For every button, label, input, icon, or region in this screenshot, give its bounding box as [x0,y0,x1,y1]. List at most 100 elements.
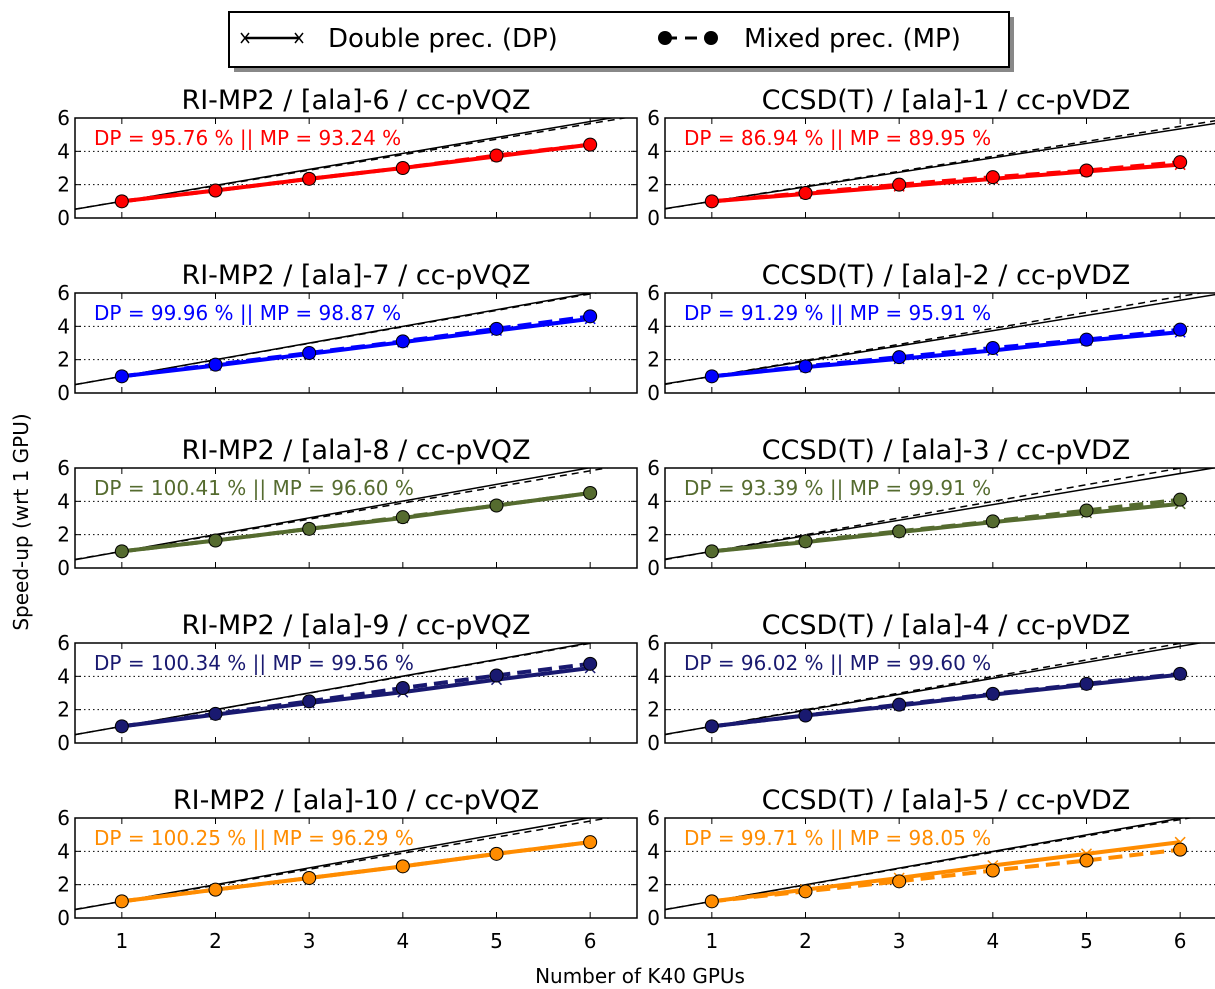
mp-point [985,863,1000,878]
y-tick-label: 6 [647,281,660,305]
mp-point [302,346,317,360]
plot-frame [74,117,638,219]
chart-panel: CCSD(T) / [ala]-2 / cc-pVDZ DP = 91.29 % … [647,260,1215,405]
x-tick-label: 2 [799,929,812,953]
mp-point [208,183,223,198]
plot-area [75,293,637,386]
mp-point [583,486,598,500]
y-tick-label: 6 [57,806,70,830]
y-tick-label: 4 [647,839,660,863]
efficiency-annotation: DP = 99.96 % || MP = 98.87 % [94,301,401,325]
y-tick-label: 4 [57,664,70,688]
y-tick-label: 0 [57,381,70,405]
panel-title: CCSD(T) / [ala]-2 / cc-pVDZ [762,260,1131,291]
mp-point [1173,492,1188,507]
dp-fit-line [75,293,595,386]
mp-point [583,137,598,152]
mp-point [583,656,598,671]
mp-point [489,148,504,163]
y-tick-label: 4 [57,489,70,513]
chart-panel: CCSD(T) / [ala]-3 / cc-pVDZ DP = 93.39 % … [647,435,1215,580]
y-tick-label: 4 [57,139,70,163]
mp-series-line [711,497,1181,554]
efficiency-annotation: DP = 96.02 % || MP = 99.60 % [684,651,991,675]
y-tick-label: 0 [57,906,70,930]
y-tick-label: 4 [647,314,660,338]
plot-frame [664,642,1215,744]
dp-series-line [711,330,1181,379]
y-tick-label: 0 [57,556,70,580]
mp-point [489,668,504,683]
mp-point [302,694,317,709]
dp-fit-line [75,818,594,911]
efficiency-annotation: DP = 91.29 % || MP = 95.91 % [684,301,991,325]
plot-frame [664,817,1215,919]
mp-point [114,194,129,209]
mp-point [1079,332,1094,347]
y-tick-label: 0 [647,206,660,230]
mp-point [395,681,410,695]
x-tick-label: 2 [209,929,222,953]
y-tick-label: 6 [647,806,660,830]
panel-title: RI-MP2 / [ala]-7 / cc-pVQZ [181,260,530,291]
mp-point [985,170,1000,185]
mp-point [892,350,907,365]
mp-point [395,510,410,525]
mp-point [798,708,813,723]
dp-fit-line [75,118,616,211]
x-tick-label: 3 [303,929,316,953]
mp-point [583,309,598,324]
panel-title: CCSD(T) / [ala]-3 / cc-pVDZ [762,435,1131,466]
plot-frame [74,817,638,919]
efficiency-annotation: DP = 100.34 % || MP = 99.56 % [94,651,414,675]
y-tick-label: 0 [57,206,70,230]
mp-point [985,686,1000,701]
plot-area [665,818,1215,911]
mp-point [892,177,907,192]
mp-point [489,498,504,513]
mp-point [583,835,598,850]
x-tick-label: 3 [893,929,906,953]
panel-title: CCSD(T) / [ala]-1 / cc-pVDZ [762,85,1131,116]
mp-point [985,514,1000,529]
dp-fit-line [75,468,593,561]
plot-area [665,120,1215,210]
y-tick-label: 0 [647,556,660,580]
mp-point [798,186,813,200]
mp-series-line [711,671,1181,729]
y-tick-label: 4 [647,139,660,163]
mp-point [798,884,813,899]
y-tick-label: 2 [647,173,660,197]
mp-point [1173,322,1188,337]
chart-panel: CCSD(T) / [ala]-5 / cc-pVDZ DP = 99.71 % … [647,785,1215,953]
chart-panel: RI-MP2 / [ala]-7 / cc-pVQZ DP = 99.96 % |… [57,260,638,405]
legend-dp-label: Double prec. (DP) [328,24,558,54]
mp-point [704,369,719,384]
y-tick-label: 6 [57,106,70,130]
plot-area [75,118,637,211]
y-tick-label: 2 [57,523,70,547]
mp-point [798,534,813,549]
mp-point [208,706,223,721]
mp-point [704,544,719,559]
mp-point [1173,842,1188,857]
mp-fit-line [75,118,629,210]
mp-point [1079,163,1094,178]
dp-series-line [121,666,591,729]
y-tick-label: 2 [57,173,70,197]
mp-point [704,719,719,734]
y-tick-label: 2 [57,698,70,722]
x-tick-label: 6 [1174,929,1187,953]
y-tick-label: 2 [647,523,660,547]
mp-series-line [121,142,591,204]
dp-fit-line [665,643,1205,736]
mp-point [302,521,317,536]
mp-point [1079,503,1094,518]
x-tick-label: 6 [584,929,597,953]
dp-fit-line [665,468,1215,560]
legend-dp-marker [240,32,304,44]
dp-series-line [711,840,1181,904]
y-tick-label: 4 [647,664,660,688]
y-tick-label: 0 [647,731,660,755]
mp-series-line [121,314,591,379]
